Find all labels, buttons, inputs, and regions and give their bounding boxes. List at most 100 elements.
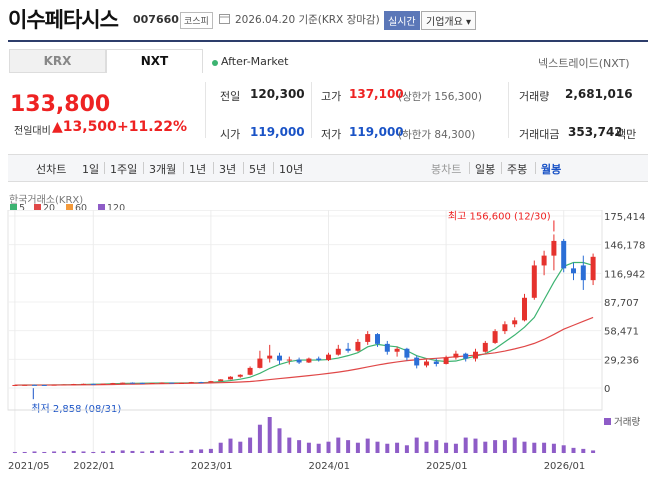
volume-bar bbox=[238, 441, 243, 453]
candle-body bbox=[159, 382, 165, 384]
volume-bar bbox=[199, 449, 204, 453]
candle-chart-label: 봉차트 bbox=[431, 163, 462, 176]
high-annotation: 최고 156,600 (12/30) bbox=[448, 210, 551, 222]
tab-krx[interactable]: KRX bbox=[9, 49, 106, 73]
candle-body bbox=[32, 384, 37, 386]
tab-3month[interactable]: 3개월 bbox=[149, 163, 177, 176]
volume-bar bbox=[287, 437, 292, 453]
candle-body bbox=[149, 382, 155, 384]
candle-body bbox=[179, 382, 184, 384]
volume-bar bbox=[493, 440, 498, 453]
volume-bar bbox=[502, 440, 507, 453]
candle-body bbox=[41, 384, 47, 386]
candle-body bbox=[257, 358, 263, 368]
tab-monthly-candle[interactable]: 월봉 bbox=[541, 163, 562, 176]
price-chart[interactable]: 175,414 146,178 116,942 87,707 58,471 29,236 0… bbox=[0, 210, 658, 486]
stock-code: 007660 bbox=[133, 13, 179, 26]
tab-nxt[interactable]: NXT bbox=[106, 49, 203, 73]
volume-bar bbox=[189, 449, 194, 453]
candle-body bbox=[316, 358, 322, 361]
volume-bar bbox=[424, 441, 429, 453]
volume-bar bbox=[522, 441, 527, 453]
after-market-label: After-Market bbox=[221, 55, 289, 68]
volume-bar bbox=[316, 443, 321, 453]
volume-bar bbox=[120, 450, 125, 453]
ma5-legend-label: 5 bbox=[19, 203, 26, 214]
y-tick-label: 175,414 bbox=[604, 212, 645, 223]
tab-10year[interactable]: 10년 bbox=[279, 163, 304, 176]
tab-1day[interactable]: 1일 bbox=[82, 163, 100, 176]
candle-body bbox=[188, 382, 194, 384]
volume-bar bbox=[140, 451, 145, 453]
candle-body bbox=[522, 297, 527, 321]
tab-weekly-candle[interactable]: 주봉 bbox=[507, 163, 528, 176]
volume-bar bbox=[483, 441, 488, 453]
volume-bar bbox=[532, 442, 537, 453]
change-label: 전일대비 bbox=[14, 126, 51, 137]
volume-bar bbox=[463, 437, 468, 453]
change-value: ▲13,500 bbox=[52, 119, 117, 135]
quote-separator bbox=[311, 82, 312, 138]
candle-body bbox=[355, 341, 361, 351]
volume-bar bbox=[395, 442, 400, 453]
x-tick-label: 2024/01 bbox=[309, 461, 351, 472]
open-value: 119,000 bbox=[250, 125, 305, 139]
tab-1year[interactable]: 1년 bbox=[189, 163, 207, 176]
high-label: 고가 bbox=[321, 90, 342, 103]
volume-label: 거래량 bbox=[519, 90, 550, 103]
volume-bar bbox=[42, 451, 47, 453]
x-tick-label: 2026/01 bbox=[544, 461, 586, 472]
x-tick-label: 2021/05 bbox=[8, 461, 50, 472]
candle-body bbox=[443, 357, 449, 364]
y-tick-label: 0 bbox=[604, 384, 610, 395]
lower-limit: (하한가 84,300) bbox=[398, 129, 476, 141]
candle-body bbox=[12, 384, 18, 386]
candle-body bbox=[414, 357, 420, 366]
volume-bar bbox=[414, 437, 419, 453]
candle-body bbox=[492, 331, 498, 343]
chart-source-label: 한국거래소(KRX) bbox=[9, 195, 84, 206]
candle-body bbox=[365, 334, 371, 342]
x-tick-label: 2025/01 bbox=[426, 461, 468, 472]
candle-body bbox=[433, 361, 439, 364]
company-overview-button[interactable]: 기업개요 ▾ bbox=[421, 11, 476, 30]
open-label: 시가 bbox=[220, 128, 241, 141]
tab-line-chart[interactable]: 선차트 bbox=[36, 163, 67, 176]
candle-body bbox=[335, 348, 341, 355]
candle-body bbox=[463, 353, 469, 359]
tab-5year[interactable]: 5년 bbox=[249, 163, 267, 176]
ma120-swatch bbox=[98, 204, 105, 211]
y-tick-label: 146,178 bbox=[604, 241, 645, 252]
volume-bar bbox=[218, 442, 223, 453]
ma120-legend: 120 bbox=[98, 203, 125, 214]
volume-bar bbox=[355, 442, 360, 453]
amount-value: 353,742 bbox=[568, 125, 623, 139]
volume-bar bbox=[228, 438, 233, 453]
tab-1week[interactable]: 1주일 bbox=[110, 163, 138, 176]
realtime-badge[interactable]: 실시간 bbox=[384, 11, 420, 30]
quote-separator bbox=[205, 82, 206, 138]
volume-bar bbox=[385, 443, 390, 453]
candle-body bbox=[453, 353, 459, 358]
volume-bar bbox=[453, 443, 458, 453]
candle-body bbox=[404, 348, 410, 358]
candle-body bbox=[482, 342, 488, 352]
tab-3year[interactable]: 3년 bbox=[219, 163, 237, 176]
quote-date: 2026.04.20 기준(KRX 장마감) bbox=[235, 14, 380, 26]
candle-body bbox=[375, 334, 380, 344]
ma60-swatch bbox=[66, 204, 73, 211]
y-tick-label: 87,707 bbox=[604, 298, 639, 309]
volume-bar bbox=[571, 447, 576, 453]
quote-separator bbox=[508, 82, 509, 138]
volume-bar bbox=[150, 450, 155, 453]
volume-bar bbox=[404, 445, 409, 453]
tab-separator bbox=[469, 162, 470, 174]
tab-daily-candle[interactable]: 일봉 bbox=[475, 163, 496, 176]
nextrade-link[interactable]: 넥스트레이드(NXT) bbox=[538, 57, 630, 70]
candle-body bbox=[326, 354, 331, 361]
candle-body bbox=[169, 382, 175, 384]
candle-body bbox=[541, 255, 547, 266]
header-divider bbox=[8, 40, 648, 42]
volume-bar bbox=[542, 442, 547, 453]
tab-separator bbox=[273, 162, 274, 174]
